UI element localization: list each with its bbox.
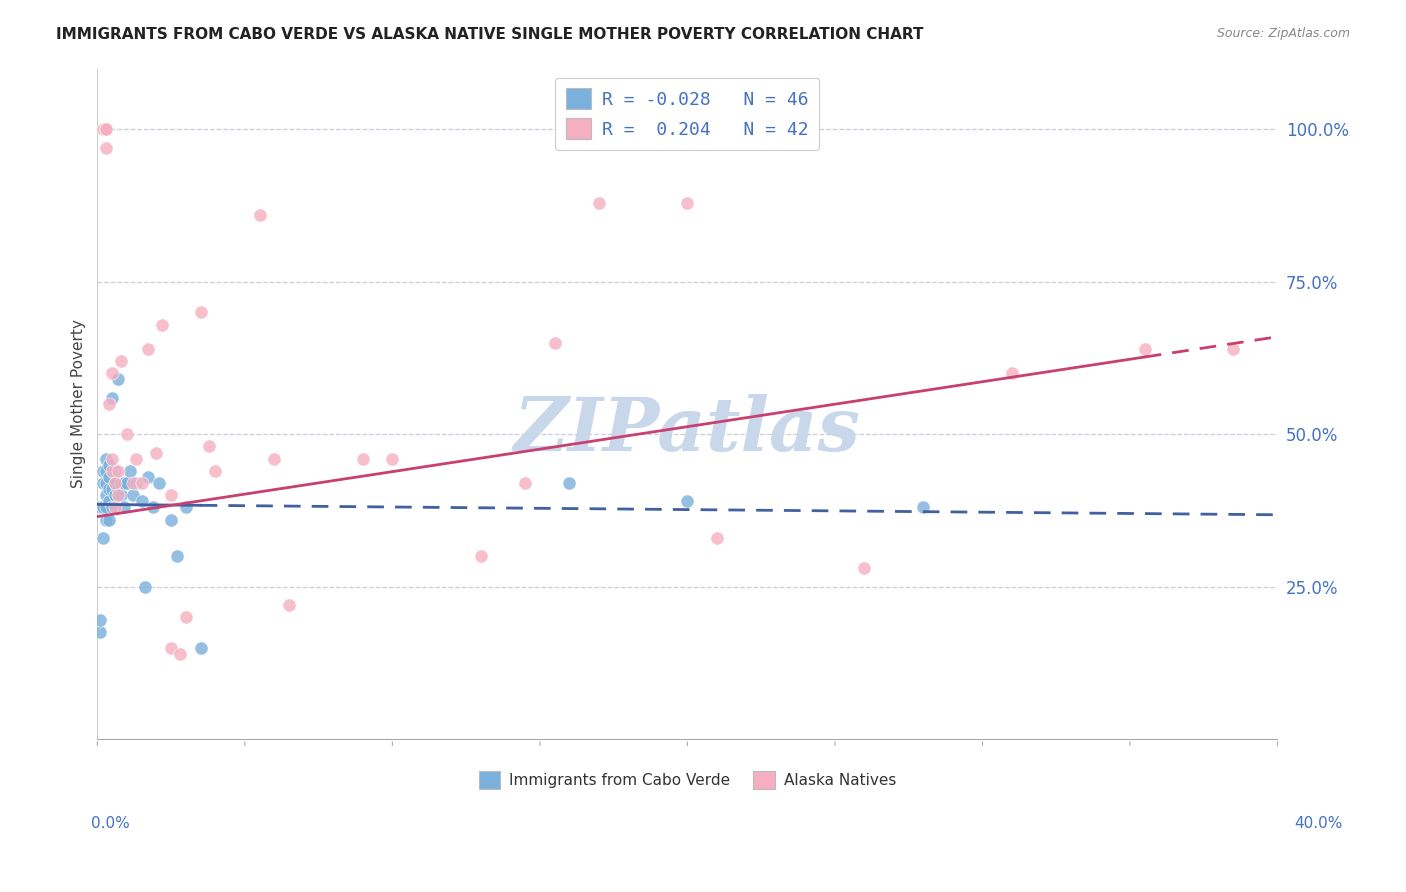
Point	[98, 458, 121, 472]
Point	[142, 500, 165, 515]
Text: ZIPatlas: ZIPatlas	[515, 394, 860, 467]
Point	[98, 470, 121, 484]
Point	[150, 318, 173, 332]
Point	[169, 647, 191, 661]
Point	[131, 476, 153, 491]
Point	[96, 122, 118, 136]
Point	[110, 488, 132, 502]
Point	[115, 427, 138, 442]
Point	[160, 640, 183, 655]
Point	[121, 476, 143, 491]
Point	[198, 440, 221, 454]
Point	[104, 500, 127, 515]
Point	[96, 451, 118, 466]
Point	[676, 494, 699, 508]
Point	[136, 470, 159, 484]
Point	[96, 141, 118, 155]
Point	[89, 613, 111, 627]
Point	[131, 494, 153, 508]
Point	[107, 488, 129, 502]
Point	[125, 476, 148, 491]
Legend: Immigrants from Cabo Verde, Alaska Natives: Immigrants from Cabo Verde, Alaska Nativ…	[472, 765, 903, 795]
Point	[104, 476, 127, 491]
Point	[101, 391, 124, 405]
Point	[912, 500, 935, 515]
Text: Source: ZipAtlas.com: Source: ZipAtlas.com	[1216, 27, 1350, 40]
Point	[1133, 342, 1156, 356]
Point	[91, 476, 114, 491]
Point	[91, 464, 114, 478]
Point	[110, 354, 132, 368]
Point	[136, 342, 159, 356]
Point	[96, 464, 118, 478]
Point	[1222, 342, 1244, 356]
Point	[558, 476, 581, 491]
Point	[190, 640, 212, 655]
Point	[588, 195, 610, 210]
Point	[96, 476, 118, 491]
Point	[249, 208, 271, 222]
Point	[263, 451, 285, 466]
Point	[115, 476, 138, 491]
Point	[107, 372, 129, 386]
Point	[676, 195, 699, 210]
Point	[278, 598, 301, 612]
Point	[104, 464, 127, 478]
Text: 0.0%: 0.0%	[91, 816, 131, 831]
Y-axis label: Single Mother Poverty: Single Mother Poverty	[72, 319, 86, 488]
Point	[352, 451, 374, 466]
Point	[134, 580, 156, 594]
Point	[101, 367, 124, 381]
Point	[96, 500, 118, 515]
Point	[118, 464, 141, 478]
Point	[91, 500, 114, 515]
Point	[98, 494, 121, 508]
Point	[91, 122, 114, 136]
Point	[107, 482, 129, 496]
Point	[101, 500, 124, 515]
Point	[96, 488, 118, 502]
Point	[381, 451, 404, 466]
Text: 40.0%: 40.0%	[1295, 816, 1343, 831]
Point	[706, 531, 728, 545]
Point	[96, 122, 118, 136]
Point	[98, 513, 121, 527]
Point	[853, 561, 876, 575]
Point	[104, 476, 127, 491]
Point	[101, 482, 124, 496]
Point	[148, 476, 170, 491]
Point	[112, 476, 135, 491]
Point	[121, 488, 143, 502]
Point	[96, 513, 118, 527]
Point	[104, 488, 127, 502]
Point	[89, 500, 111, 515]
Point	[470, 549, 492, 564]
Point	[174, 610, 197, 624]
Point	[160, 488, 183, 502]
Point	[101, 451, 124, 466]
Point	[125, 451, 148, 466]
Point	[515, 476, 537, 491]
Point	[1001, 367, 1024, 381]
Point	[110, 476, 132, 491]
Point	[112, 500, 135, 515]
Point	[204, 464, 226, 478]
Point	[160, 513, 183, 527]
Point	[145, 445, 167, 459]
Point	[89, 625, 111, 640]
Point	[190, 305, 212, 319]
Point	[166, 549, 188, 564]
Text: IMMIGRANTS FROM CABO VERDE VS ALASKA NATIVE SINGLE MOTHER POVERTY CORRELATION CH: IMMIGRANTS FROM CABO VERDE VS ALASKA NAT…	[56, 27, 924, 42]
Point	[107, 464, 129, 478]
Point	[91, 531, 114, 545]
Point	[543, 335, 565, 350]
Point	[101, 464, 124, 478]
Point	[98, 397, 121, 411]
Point	[98, 482, 121, 496]
Point	[174, 500, 197, 515]
